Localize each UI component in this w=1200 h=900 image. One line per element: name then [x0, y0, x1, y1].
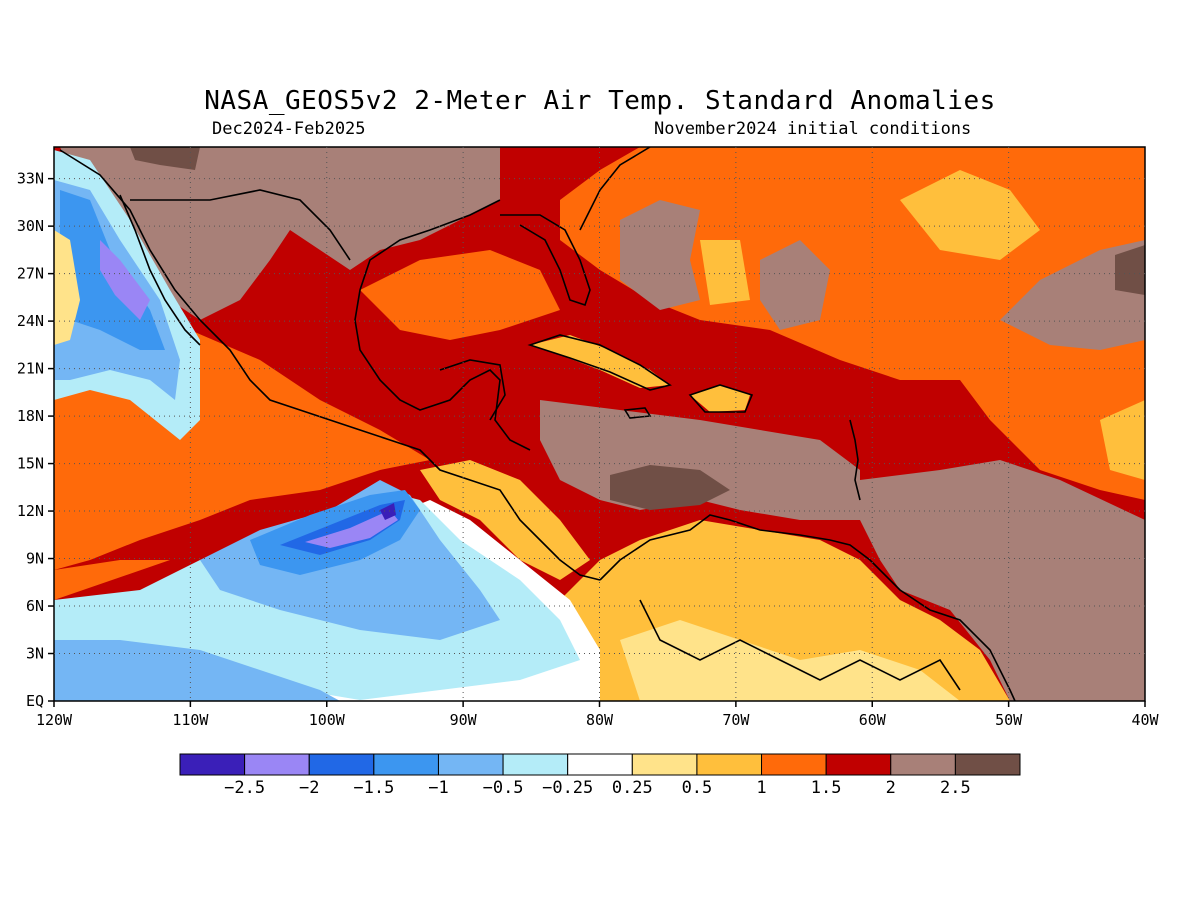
colorbar-swatch	[825, 753, 892, 776]
lat-tick-label: 21N	[17, 360, 44, 378]
anomaly-region-pacific-blue-south	[54, 640, 340, 701]
colorbar-label: 2.5	[940, 778, 971, 798]
anomaly-region-cuba-yellow	[530, 335, 670, 388]
colorbar: −2.5 −2 −1.5 −1 −0.5 −0.25 0.25 0.5 1 1.5 2 2.5	[179, 753, 1021, 798]
coastline-baja	[119, 194, 201, 346]
lat-tick-label: 24N	[17, 312, 44, 330]
anomaly-region-central-atlantic-brown-2	[760, 240, 830, 330]
forecast-period: Dec2024-Feb2025	[212, 119, 366, 139]
anomaly-region-south-america-light-yellow	[620, 620, 960, 701]
colorbar-swatch	[373, 753, 439, 776]
anomaly-region-baja-yellow	[54, 230, 80, 345]
lat-tick-label: 6N	[26, 597, 44, 615]
anomaly-region-gulf-orange	[360, 250, 560, 340]
colorbar-swatch	[308, 753, 375, 776]
longitude-axis: 120W 110W 100W 90W 80W 70W 60W 50W 40W	[36, 701, 1160, 729]
coastline-gulf	[354, 199, 531, 451]
colorbar-swatch	[567, 753, 633, 776]
colorbar-label: 0.5	[682, 778, 713, 798]
anomaly-region-atlantic-dark-brown	[1115, 245, 1145, 295]
colorbar-swatch	[631, 753, 698, 776]
coastline-mexico-pacific	[59, 149, 601, 581]
lat-tick-label: 18N	[17, 407, 44, 425]
coastlines	[59, 147, 1016, 701]
lat-tick-label: 33N	[17, 170, 44, 188]
anomaly-region-baja-violet	[100, 240, 150, 320]
colorbar-label: 0.25	[612, 778, 653, 798]
anomaly-region-pacific-indigo	[380, 503, 396, 520]
lat-tick-label: 15N	[17, 455, 44, 473]
colorbar-swatch	[179, 753, 246, 776]
coastline-florida	[500, 214, 591, 307]
map-title: NASA_GEOS5v2 2-Meter Air Temp. Standard …	[204, 86, 996, 116]
lat-tick-label: 3N	[26, 645, 44, 663]
lat-tick-label: 12N	[17, 502, 44, 520]
initial-conditions: November2024 initial conditions	[654, 119, 972, 139]
anomaly-region-south-orange	[54, 560, 170, 600]
colorbar-label: −1.5	[353, 778, 394, 798]
lon-tick-label: 120W	[36, 711, 73, 729]
anomaly-region-pacific-violet	[305, 510, 398, 548]
colorbar-label: −2	[299, 778, 319, 798]
lat-tick-label: 9N	[26, 550, 44, 568]
colorbar-label: 1.5	[811, 778, 842, 798]
lon-tick-label: 80W	[586, 711, 614, 729]
colorbar-label: −2.5	[224, 778, 265, 798]
anomaly-region-hispaniola-yellow	[690, 385, 750, 412]
border-mexico-us	[130, 189, 351, 261]
colorbar-label: 1	[756, 778, 766, 798]
colorbar-swatch	[502, 753, 569, 776]
anomaly-region-atlantic-brown-east	[860, 460, 1145, 701]
colorbar-swatch	[761, 753, 827, 776]
anomaly-region-central-america-yellow	[420, 460, 590, 580]
border-south-america-interior	[639, 599, 961, 691]
lon-tick-label: 70W	[722, 711, 750, 729]
anomaly-field	[54, 147, 1145, 701]
colorbar-label: −1	[428, 778, 448, 798]
lon-tick-label: 100W	[309, 711, 346, 729]
anomaly-region-atlantic-yellow-3	[1100, 400, 1145, 480]
colorbar-label: 2	[886, 778, 896, 798]
anomaly-region-central-atlantic-brown	[620, 200, 700, 310]
colorbar-swatch	[890, 753, 956, 776]
lat-tick-label: 30N	[17, 217, 44, 235]
coastline-hispaniola	[688, 384, 754, 413]
anomaly-region-mexico-brown	[60, 147, 500, 320]
lon-tick-label: 110W	[172, 711, 209, 729]
coastline-lesser-antilles	[849, 419, 861, 501]
colorbar-label: −0.5	[483, 778, 524, 798]
colorbar-swatch	[437, 753, 504, 776]
colorbar-swatch	[954, 753, 1021, 776]
coastline-yucatan	[439, 359, 506, 421]
colorbar-swatch	[696, 753, 763, 776]
map-gridlines	[54, 147, 1145, 701]
lat-tick-label: 27N	[17, 265, 44, 283]
coastline-cuba	[527, 334, 672, 391]
coastline-south-america	[599, 514, 1016, 701]
colorbar-swatch	[244, 753, 310, 776]
lon-tick-label: 90W	[450, 711, 478, 729]
lon-tick-label: 60W	[859, 711, 887, 729]
coastline-us-east	[579, 147, 651, 231]
lat-tick-label: EQ	[26, 692, 44, 710]
anomaly-region-atlantic-yellow-2	[700, 240, 750, 305]
lon-tick-label: 50W	[995, 711, 1023, 729]
anomaly-region-mexico-dark-brown	[130, 147, 200, 170]
anomaly-region-atlantic-brown-north	[1000, 240, 1145, 350]
colorbar-label: −0.25	[542, 778, 593, 798]
latitude-axis: EQ 3N 6N 9N 12N 15N 18N 21N 24N 27N 30N 33N	[17, 170, 54, 710]
anomaly-region-atlantic-yellow-1	[900, 170, 1040, 260]
lon-tick-label: 40W	[1131, 711, 1159, 729]
anomaly-region-caribbean-dark-brown	[610, 465, 730, 510]
